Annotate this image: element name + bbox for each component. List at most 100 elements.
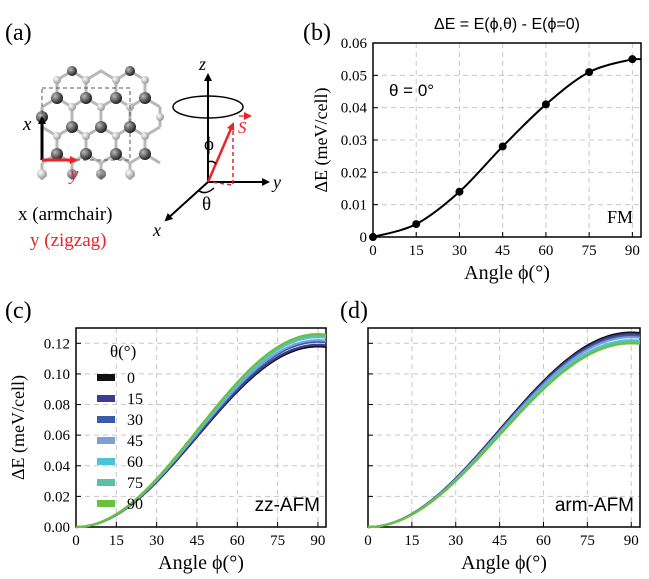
data-point [369, 233, 377, 241]
legend: θ(°) 0 15 30 45 60 75 90 [97, 342, 143, 513]
panel-label-b: (b) [303, 20, 331, 46]
phi-arc [207, 160, 217, 165]
chart-arm-afm: 0 15 30 45 60 75 90 Angle ϕ(°) arm-AFM [364, 327, 641, 574]
series-line [75, 333, 327, 529]
panel-label-d: (d) [340, 298, 368, 324]
x-tick-label: 90 [310, 533, 325, 549]
legend-entry: 15 [127, 391, 143, 408]
data-point [412, 220, 421, 229]
x-letter: x [152, 220, 161, 240]
legend-swatch [97, 500, 115, 507]
legend-swatch [97, 437, 115, 444]
plot-frame [372, 42, 642, 238]
legend-swatch [97, 416, 115, 423]
z-letter: z [198, 54, 206, 74]
legend-entry: 30 [127, 412, 143, 429]
lattice-atoms [36, 66, 164, 179]
x-tick-label: 30 [452, 243, 467, 259]
lattice-y-letter: y [68, 164, 79, 185]
plot-frame [367, 327, 641, 528]
x-tick-label: 15 [409, 243, 424, 259]
x-tick-label: 75 [270, 533, 285, 549]
x-tick-label: 45 [492, 533, 507, 549]
legend-entry: 90 [127, 496, 143, 513]
x-tick-label: 0 [364, 533, 372, 549]
spin-vector [206, 122, 235, 183]
legend-entry: 60 [127, 454, 143, 471]
data-point [585, 68, 594, 77]
y-tick-label: 0.06 [44, 428, 71, 444]
legend-title: θ(°) [110, 342, 136, 361]
corner-label: arm-AFM [555, 495, 634, 516]
data-point [628, 55, 637, 64]
y-letter: y [271, 172, 281, 192]
y-axis-label: ΔE (meV/cell) [311, 87, 332, 192]
y-tick-label: 0.08 [44, 398, 70, 414]
x-tick-label: 90 [624, 533, 639, 549]
legend-swatch [97, 458, 115, 465]
theta-symbol: θ [202, 194, 211, 215]
x-tick-label: 90 [625, 243, 640, 259]
y-tick-label: 0.02 [341, 165, 367, 181]
phi-symbol: ϕ [204, 134, 214, 155]
theta-annotation: θ = 0° [389, 81, 434, 100]
x-tick-label: 75 [580, 533, 595, 549]
x-tick-label: 15 [109, 533, 124, 549]
legend-entry: 45 [127, 433, 143, 450]
legend-entry: 75 [127, 475, 143, 492]
legend-entry: 0 [127, 370, 135, 387]
lattice-x-letter: x [22, 114, 32, 135]
legend-swatch [97, 395, 115, 402]
y-tick-label: 0.01 [341, 198, 367, 214]
chart-zz-afm: 0 15 30 45 60 75 90 0.00 0.02 0.04 0.06 0.08 0.10 0.1… [8, 327, 327, 574]
x-tick-label: 60 [538, 243, 553, 259]
x-tick-label: 45 [189, 533, 204, 549]
y-tick-label: 0.00 [44, 520, 70, 536]
y-tick-label: 0.12 [44, 336, 70, 352]
corner-label: FM [607, 207, 633, 227]
chart-fm: 0 15 30 45 60 75 90 0 0.01 0.02 0.03 0.04 0.05 0.06 An… [311, 16, 642, 284]
x-axis-label: Angle ϕ(°) [464, 262, 550, 284]
x-axis-label: Angle ϕ(°) [461, 552, 547, 574]
x-tick-label: 60 [536, 533, 551, 549]
y-tick-label: 0 [360, 230, 368, 246]
legend-swatch [97, 479, 115, 486]
plot-frame [75, 327, 327, 528]
y-tick-label: 0.10 [44, 367, 70, 383]
series-line [367, 342, 641, 529]
x-tick-label: 15 [404, 533, 419, 549]
x-tick-label: 60 [230, 533, 245, 549]
x-tick-label: 0 [72, 533, 80, 549]
y-tick-label: 0.06 [341, 36, 368, 52]
x-axis-arrow [164, 181, 209, 222]
panel-label-c: (c) [5, 298, 32, 324]
x-tick-label: 30 [149, 533, 164, 549]
x-tick-label: 75 [582, 243, 597, 259]
grid [373, 43, 641, 237]
y-tick-label: 0.04 [44, 459, 71, 475]
x-tick-label: 30 [448, 533, 463, 549]
corner-label: zz-AFM [255, 495, 320, 516]
spin-coordinate-frame: z y x ϕ θ S [152, 54, 281, 240]
theta-arc [197, 187, 215, 194]
chart-title: ΔE = E(ϕ,θ) - E(ϕ=0) [434, 16, 580, 33]
x-tick-label: 0 [369, 243, 377, 259]
legend-swatch [97, 374, 115, 381]
data-point [455, 187, 464, 196]
y-tick-label: 0.04 [341, 101, 368, 117]
panel-label-a: (a) [5, 20, 32, 46]
precession-ellipse [172, 95, 244, 119]
data-point [498, 142, 507, 151]
x-axis-label: Angle ϕ(°) [158, 552, 244, 574]
zigzag-caption: y (zigzag) [30, 230, 106, 251]
y-axis-label: ΔE (meV/cell) [8, 375, 29, 480]
lattice-schematic: x y x (armchair) y (zigzag) [18, 66, 164, 251]
armchair-caption: x (armchair) [18, 204, 112, 225]
y-tick-label: 0.02 [44, 489, 70, 505]
data-point [541, 100, 550, 109]
spin-symbol: S [238, 118, 247, 137]
y-tick-label: 0.05 [341, 68, 367, 84]
grid [368, 328, 640, 527]
y-tick-label: 0.03 [341, 133, 367, 149]
